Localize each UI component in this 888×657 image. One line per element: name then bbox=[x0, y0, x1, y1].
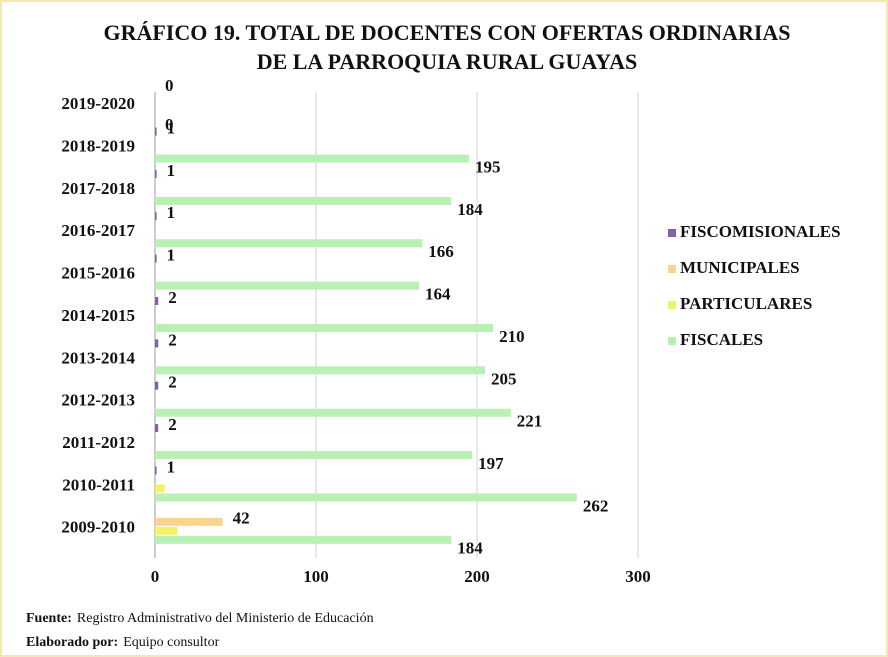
y-tick-label: 2013-2014 bbox=[61, 348, 135, 367]
bar bbox=[155, 239, 423, 248]
data-label: 2 bbox=[168, 288, 177, 307]
legend-swatch bbox=[668, 301, 676, 309]
legend-label: MUNICIPALES bbox=[680, 258, 800, 277]
bar bbox=[155, 324, 494, 332]
data-label: 0 bbox=[165, 115, 174, 134]
data-label: 1 bbox=[167, 246, 176, 265]
bar bbox=[155, 281, 420, 290]
data-label: 210 bbox=[499, 327, 524, 346]
y-tick-label: 2015-2016 bbox=[61, 264, 135, 283]
data-label: 166 bbox=[428, 242, 454, 261]
x-tick-label: 0 bbox=[151, 567, 160, 586]
bar bbox=[155, 484, 165, 493]
data-label: 1 bbox=[167, 118, 176, 137]
bar bbox=[155, 381, 159, 390]
x-tick-label: 200 bbox=[464, 567, 490, 586]
bar bbox=[155, 408, 511, 417]
y-tick-label: 2012-2013 bbox=[61, 391, 135, 410]
bar bbox=[155, 297, 159, 305]
bar bbox=[155, 517, 223, 526]
legend-label: FISCALES bbox=[680, 330, 763, 349]
data-label: 197 bbox=[478, 454, 504, 473]
bar bbox=[155, 339, 159, 348]
bar bbox=[155, 451, 473, 460]
data-label: 184 bbox=[457, 200, 483, 219]
bar bbox=[155, 127, 157, 136]
x-tick-label: 100 bbox=[303, 567, 329, 586]
data-label: 205 bbox=[491, 369, 517, 388]
data-label: 195 bbox=[475, 157, 501, 176]
y-tick-label: 2014-2015 bbox=[61, 306, 135, 325]
data-label: 164 bbox=[425, 285, 451, 304]
y-tick-label: 2010-2011 bbox=[62, 475, 135, 494]
bar bbox=[155, 169, 157, 178]
data-label: 262 bbox=[583, 496, 609, 515]
data-label: 42 bbox=[233, 509, 250, 528]
bar bbox=[155, 154, 469, 163]
y-tick-label: 2016-2017 bbox=[61, 221, 135, 240]
data-label: 2 bbox=[168, 415, 177, 434]
bar bbox=[155, 424, 159, 433]
y-tick-label: 2009-2010 bbox=[61, 518, 135, 537]
legend-swatch bbox=[668, 229, 676, 237]
data-label: 0 bbox=[165, 76, 174, 95]
y-tick-label: 2011-2012 bbox=[62, 433, 135, 452]
chart-subtitle: DE LA PARROQUIA RURAL GUAYAS bbox=[257, 49, 638, 74]
legend-swatch bbox=[668, 337, 676, 345]
y-tick-label: 2019-2020 bbox=[61, 94, 135, 113]
data-label: 2 bbox=[168, 330, 177, 349]
data-label: 1 bbox=[167, 203, 176, 222]
bar bbox=[155, 493, 577, 502]
data-label: 1 bbox=[167, 161, 176, 180]
chart-title: GRÁFICO 19. TOTAL DE DOCENTES CON OFERTA… bbox=[103, 20, 790, 45]
bar bbox=[155, 366, 486, 375]
bar bbox=[155, 535, 452, 544]
data-label: 184 bbox=[457, 539, 483, 558]
legend-label: FISCOMISIONALES bbox=[680, 222, 841, 241]
bar bbox=[155, 466, 157, 475]
bar bbox=[155, 212, 157, 221]
bar bbox=[155, 254, 157, 263]
bar bbox=[155, 526, 178, 535]
legend-label: PARTICULARES bbox=[680, 294, 812, 313]
legend-swatch bbox=[668, 265, 676, 273]
note-label: Fuente: bbox=[26, 611, 72, 626]
note-label: Elaborado por: bbox=[26, 635, 118, 650]
data-label: 2 bbox=[168, 373, 177, 392]
bar bbox=[155, 196, 452, 205]
note-text: Registro Administrativo del Ministerio d… bbox=[77, 611, 374, 626]
x-tick-label: 300 bbox=[625, 567, 651, 586]
note: Fuente: Registro Administrativo del Minis… bbox=[26, 611, 374, 626]
note: Elaborado por: Equipo consultor bbox=[26, 635, 220, 650]
y-tick-label: 2017-2018 bbox=[61, 179, 135, 198]
note-text: Equipo consultor bbox=[123, 635, 219, 650]
data-label: 1 bbox=[167, 457, 176, 476]
y-tick-label: 2018-2019 bbox=[61, 136, 135, 155]
data-label: 221 bbox=[517, 412, 543, 431]
